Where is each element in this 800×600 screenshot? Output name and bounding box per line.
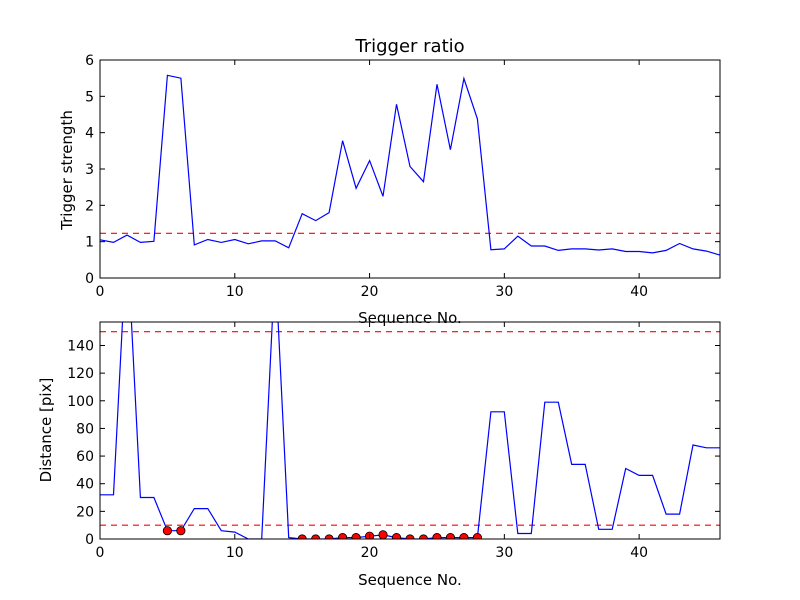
x-tick-label: 20 [361, 545, 379, 561]
data-point [176, 526, 186, 536]
y-tick-label: 0 [85, 532, 94, 548]
x-tick-label: 20 [361, 284, 379, 300]
series-line [100, 322, 720, 539]
x-tick-label: 30 [495, 545, 513, 561]
plot-frame [99, 321, 721, 540]
y-tick-label: 1 [85, 235, 94, 251]
y-tick-label: 20 [76, 504, 94, 520]
y-tick-label: 5 [85, 89, 94, 105]
y-tick-label: 100 [67, 394, 94, 410]
data-point [378, 530, 388, 539]
data-point [351, 533, 361, 539]
y-tick-label: 2 [85, 198, 94, 214]
x-tick-label: 0 [96, 284, 105, 300]
y-axis-label-text: Distance [pix] [37, 378, 55, 483]
series-line [100, 74, 720, 256]
trigger-ratio-chart: Trigger ratio Trigger strength 0 10 20 30 40… [58, 36, 721, 327]
plot-area [100, 322, 720, 539]
y-tick-label: 4 [85, 126, 94, 142]
data-point [472, 533, 482, 539]
y-tick-label: 140 [67, 338, 94, 354]
chart-title: Trigger ratio [354, 36, 464, 57]
y-tick-label: 40 [76, 477, 94, 493]
data-point [459, 533, 469, 539]
data-point [162, 526, 172, 536]
x-axis-label: Sequence No. [358, 571, 462, 589]
data-point [445, 533, 456, 539]
y-tick-label: 3 [85, 162, 94, 178]
x-tick-label: 0 [96, 545, 105, 561]
y-tick-label: 6 [85, 53, 94, 69]
x-tick-label: 10 [226, 545, 244, 561]
x-tick-label: 30 [495, 284, 513, 300]
x-tick-label: 40 [630, 284, 648, 300]
x-axis-label: Sequence No. [358, 309, 462, 327]
y-tick-label: 0 [85, 271, 94, 287]
x-tick-label: 10 [226, 284, 244, 300]
data-point [338, 533, 348, 539]
x-tick-label: 40 [630, 545, 648, 561]
y-axis-label-text: Trigger strength [58, 110, 76, 231]
y-tick-label: 60 [76, 449, 94, 465]
distance-chart: Distance [pix] 0 10 20 30 40 0 20 40 60 80 100 120 1… [37, 321, 721, 589]
plot-frame [99, 59, 721, 279]
data-point [432, 533, 442, 539]
y-tick-label: 80 [76, 421, 94, 437]
data-point [391, 533, 402, 539]
y-tick-label: 120 [67, 366, 94, 382]
y-axis-label: Distance [pix] [37, 378, 55, 483]
plot-area [100, 74, 720, 256]
y-axis-label: Trigger strength [58, 110, 76, 231]
